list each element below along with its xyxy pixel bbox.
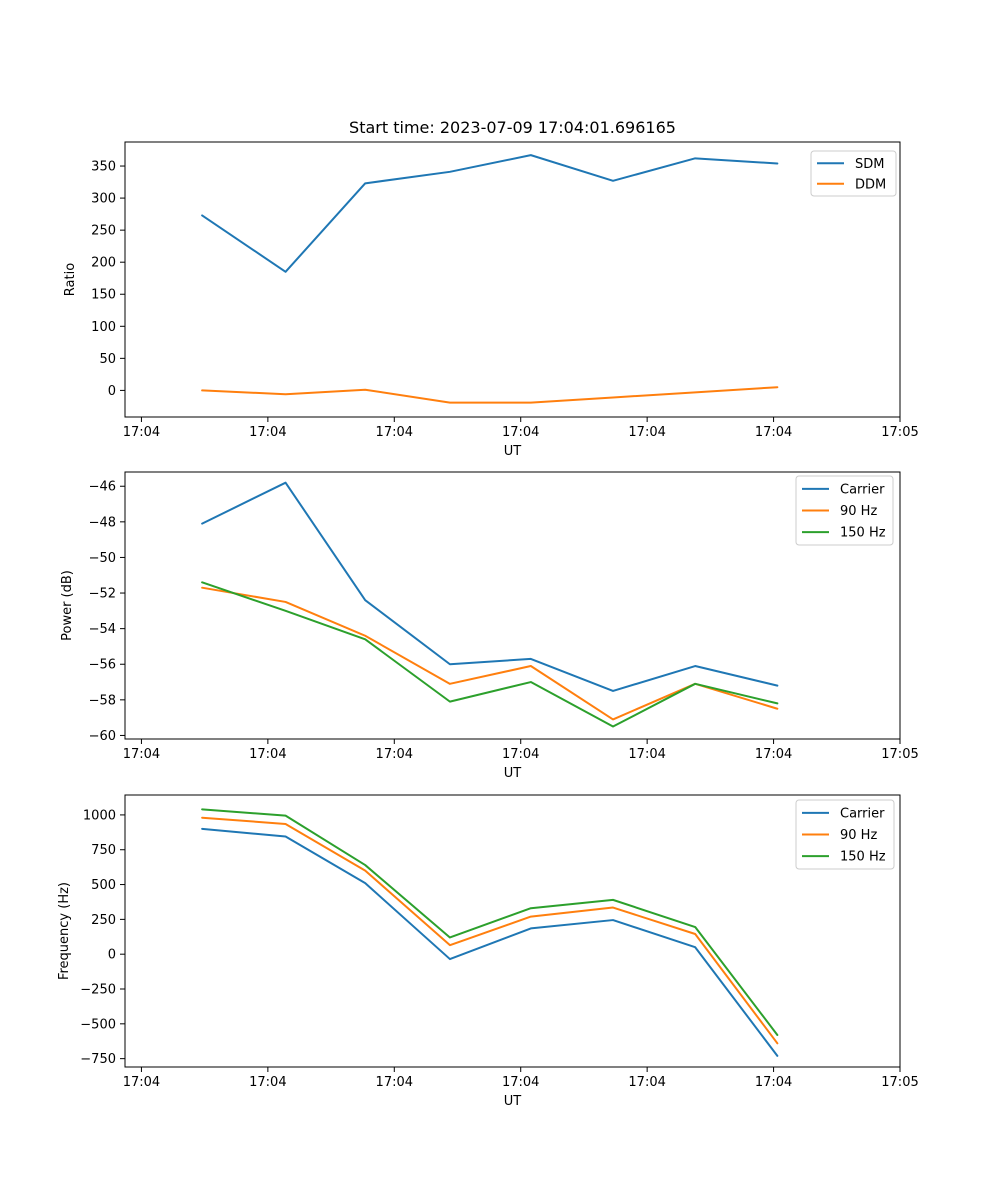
x-tick-label: 17:04 [376,747,413,762]
power-x-axis-label: UT [504,766,522,781]
x-tick-label: 17:04 [249,1075,286,1090]
x-tick-label: 17:04 [123,425,160,440]
x-tick-label: 17:04 [502,1075,539,1090]
y-tick-label: −58 [89,693,116,708]
figure-title: Start time: 2023-07-09 17:04:01.696165 [349,118,676,137]
power-series-line-carrier [201,481,779,692]
y-tick-label: 150 [91,288,116,303]
x-tick-label: 17:04 [376,425,413,440]
y-tick-label: −54 [89,622,116,637]
y-tick-label: 0 [108,948,116,963]
x-tick-label: 17:04 [123,1075,160,1090]
ratio-plot: 0 50 100 150 200 250 300 350 17:04 17:04 17:04 17:0… [63,141,919,459]
power-series-line-150-hz [201,581,779,728]
power-series-line-90-hz [201,586,779,721]
frequency-series-line-90-hz [201,816,779,1045]
ratio-series-line-sdm [201,154,779,273]
x-tick-label: 17:04 [755,1075,792,1090]
y-tick-label: −56 [89,658,116,673]
x-tick-label: 17:04 [628,747,665,762]
frequency-y-axis-label: Frequency (Hz) [57,882,72,980]
y-tick-label: −250 [80,983,116,998]
frequency-x-axis-label: UT [504,1094,522,1109]
ratio-series-line-ddm [201,386,779,404]
y-tick-label: −52 [89,587,116,602]
legend-label: Carrier [840,482,885,497]
frequency-series-line-150-hz [201,808,779,1036]
x-tick-label: 17:04 [502,425,539,440]
x-tick-label: 17:05 [881,1075,918,1090]
x-tick-label: 17:04 [628,425,665,440]
y-tick-label: −60 [89,729,116,744]
y-tick-label: 500 [91,878,116,893]
y-tick-label: 300 [91,192,116,207]
power-y-axis-label: Power (dB) [60,570,75,641]
x-tick-label: 17:04 [249,425,286,440]
legend-label: 150 Hz [840,850,886,865]
power-axes-frame [124,471,901,740]
frequency-series-line-carrier [201,827,779,1057]
ratio-x-axis-label: UT [504,444,522,459]
x-tick-label: 17:05 [881,425,918,440]
power-legend: Carrier 90 Hz 150 Hz [795,475,894,546]
y-tick-label: 50 [99,352,116,367]
x-tick-label: 17:04 [123,747,160,762]
legend-frame [795,475,894,546]
legend-label: Carrier [840,806,885,821]
y-tick-label: −500 [80,1017,116,1032]
frequency-axes-frame [124,794,901,1068]
y-tick-label: 250 [91,224,116,239]
legend-label: SDM [855,157,884,172]
x-tick-label: 17:05 [881,747,918,762]
y-tick-label: −46 [89,480,116,495]
y-tick-label: 750 [91,843,116,858]
legend-label: DDM [855,177,886,192]
x-tick-label: 17:04 [628,1075,665,1090]
y-tick-label: 200 [91,256,116,271]
legend-frame [795,799,895,870]
x-tick-label: 17:04 [502,747,539,762]
x-tick-label: 17:04 [755,425,792,440]
legend-label: 90 Hz [840,828,877,843]
x-tick-label: 17:04 [376,1075,413,1090]
y-tick-label: −750 [80,1052,116,1067]
y-tick-label: 350 [91,160,116,175]
ratio-legend: SDM DDM [810,150,897,197]
y-tick-label: 1000 [83,808,116,823]
frequency-legend: Carrier 90 Hz 150 Hz [795,799,895,870]
ratio-axes-frame [124,141,901,418]
frequency-plot: −750 −500 −250 0 250 500 750 1000 17:04 17:04 17:0… [57,794,919,1109]
y-tick-label: −48 [89,515,116,530]
y-tick-label: −50 [89,551,116,566]
y-tick-label: 100 [91,320,116,335]
legend-label: 90 Hz [840,504,877,519]
y-tick-label: 250 [91,913,116,928]
x-tick-label: 17:04 [249,747,286,762]
ratio-y-axis-label: Ratio [63,263,78,296]
legend-label: 150 Hz [840,526,886,541]
y-tick-label: 0 [108,384,116,399]
x-tick-label: 17:04 [755,747,792,762]
power-plot: −60 −58 −56 −54 −52 −50 −48 −46 17:04 17:04 17:04 1… [60,471,919,781]
